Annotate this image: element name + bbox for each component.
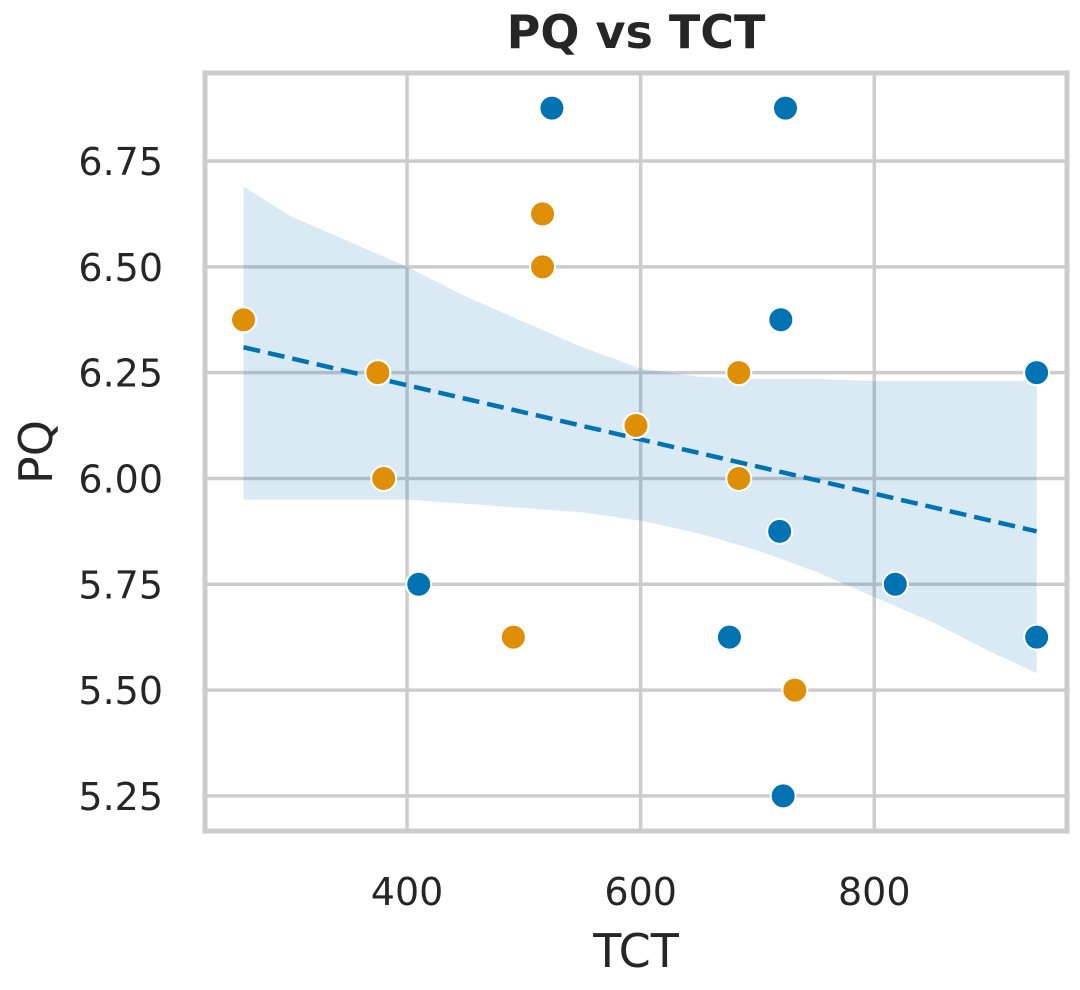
data-points	[230, 94, 1051, 810]
chart-title: PQ vs TCT	[507, 5, 766, 59]
y-tick-labels: 5.25 5.50 5.75 6.00 6.25 6.50 6.75	[78, 140, 163, 819]
data-point	[1023, 623, 1051, 651]
data-point	[715, 623, 743, 651]
data-point	[1023, 359, 1051, 387]
y-tick-label: 6.25	[78, 352, 163, 396]
x-tick-label: 600	[604, 870, 677, 914]
x-tick-label: 400	[371, 870, 444, 914]
y-tick-label: 6.50	[78, 246, 163, 290]
y-axis-label: PQ	[9, 420, 63, 484]
y-tick-label: 5.75	[78, 563, 163, 607]
data-point	[622, 412, 650, 440]
data-point	[881, 570, 909, 598]
data-point	[529, 200, 557, 228]
data-point	[370, 464, 398, 492]
data-point	[529, 253, 557, 281]
data-point	[230, 306, 258, 334]
data-point	[772, 94, 800, 122]
data-point	[781, 676, 809, 704]
data-point	[767, 306, 795, 334]
x-tick-labels: 400 600 800	[371, 870, 911, 914]
data-point	[769, 782, 797, 810]
x-tick-label: 800	[838, 870, 911, 914]
data-point	[405, 570, 433, 598]
data-point	[538, 94, 566, 122]
data-point	[725, 464, 753, 492]
gridlines	[205, 73, 1067, 831]
data-point	[499, 623, 527, 651]
y-tick-label: 6.00	[78, 457, 163, 501]
y-tick-label: 5.50	[78, 669, 163, 713]
data-point	[766, 517, 794, 545]
data-point	[725, 359, 753, 387]
y-tick-label: 6.75	[78, 140, 163, 184]
x-axis-label: TCT	[592, 924, 680, 978]
plot-frame	[202, 70, 1070, 834]
y-tick-label: 5.25	[78, 775, 163, 819]
data-point	[364, 359, 392, 387]
